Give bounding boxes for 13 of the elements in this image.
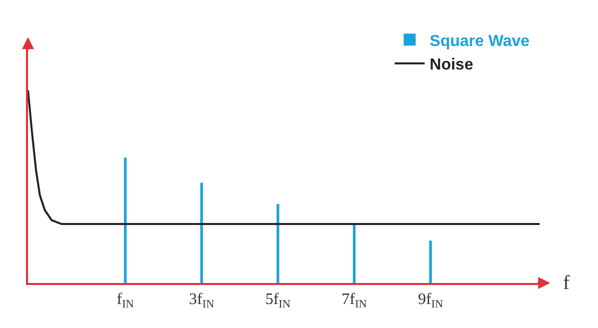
x-tick-label: f$_{IN}$ <box>116 291 134 311</box>
x-tick-label: 3f$_{IN}$ <box>189 291 214 311</box>
bar <box>352 223 356 283</box>
x-tick-label: 7f$_{IN}$ <box>342 291 367 311</box>
bar <box>200 182 203 283</box>
legend-label: Square Wave <box>430 32 530 50</box>
x-tick-label: 5f$_{IN}$ <box>265 291 290 311</box>
x-axis-title: f <box>563 272 570 294</box>
bar <box>429 240 432 283</box>
legend-label: Noise <box>430 56 474 74</box>
bar <box>124 158 127 283</box>
x-tick-label: 9f$_{IN}$ <box>418 291 444 311</box>
bar <box>276 204 280 283</box>
